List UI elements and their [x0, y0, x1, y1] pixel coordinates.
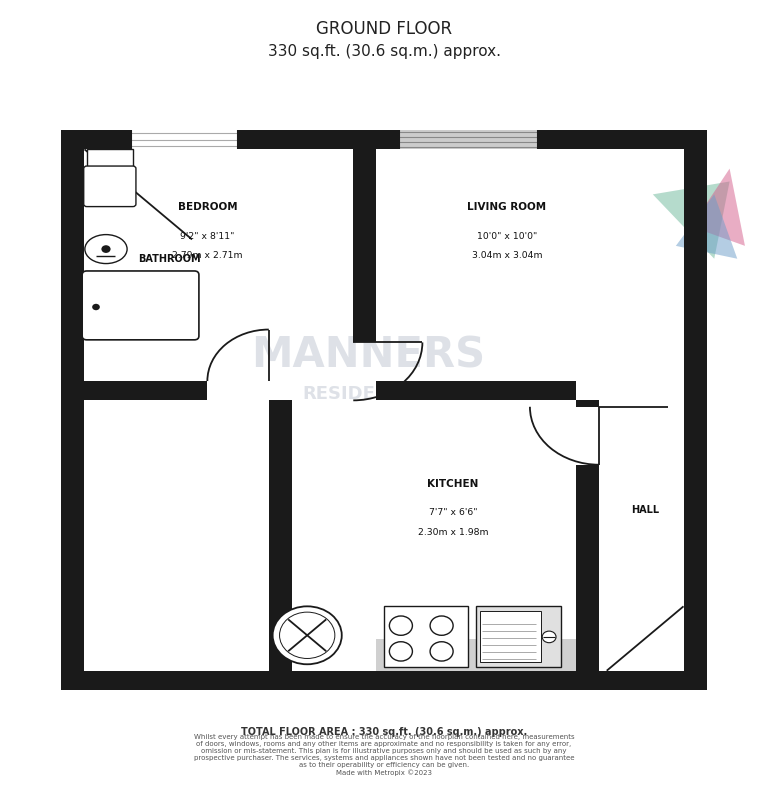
Polygon shape — [676, 195, 737, 259]
Text: 10'0" x 10'0": 10'0" x 10'0" — [477, 232, 537, 241]
Circle shape — [92, 304, 100, 310]
Text: MANNERS: MANNERS — [252, 334, 485, 376]
Circle shape — [430, 642, 453, 661]
Bar — [376, 381, 576, 400]
Bar — [61, 130, 84, 690]
FancyBboxPatch shape — [84, 166, 136, 206]
Polygon shape — [691, 169, 745, 246]
Text: HALL: HALL — [631, 505, 659, 515]
Bar — [576, 407, 599, 465]
Bar — [376, 638, 576, 670]
Text: BATHROOM: BATHROOM — [137, 254, 200, 264]
Bar — [353, 149, 376, 342]
Bar — [269, 400, 292, 670]
Text: BEDROOM: BEDROOM — [177, 203, 237, 212]
Text: LIVING ROOM: LIVING ROOM — [467, 203, 547, 212]
Text: KITCHEN: KITCHEN — [428, 479, 478, 489]
Text: 2.30m x 1.98m: 2.30m x 1.98m — [418, 528, 488, 537]
Circle shape — [389, 616, 412, 635]
Text: 3.04m x 3.04m: 3.04m x 3.04m — [472, 251, 542, 260]
Text: 9'2" x 8'11": 9'2" x 8'11" — [180, 232, 234, 241]
Text: Whilst every attempt has been made to ensure the accuracy of the floorplan conta: Whilst every attempt has been made to en… — [194, 734, 574, 776]
Text: GROUND FLOOR: GROUND FLOOR — [316, 20, 452, 38]
Bar — [399, 130, 538, 149]
Bar — [353, 149, 376, 342]
Text: RESIDENTIAL: RESIDENTIAL — [303, 385, 435, 403]
Circle shape — [389, 642, 412, 661]
Bar — [87, 149, 133, 169]
Text: 330 sq.ft. (30.6 sq.m.) approx.: 330 sq.ft. (30.6 sq.m.) approx. — [267, 43, 501, 59]
Circle shape — [542, 631, 556, 643]
Bar — [131, 130, 238, 149]
Bar — [576, 400, 599, 670]
Polygon shape — [653, 181, 730, 259]
Circle shape — [280, 612, 335, 659]
Circle shape — [273, 606, 342, 664]
Bar — [61, 670, 707, 690]
Text: 2.79m x 2.71m: 2.79m x 2.71m — [172, 251, 243, 260]
Text: 7'7" x 6'6": 7'7" x 6'6" — [429, 509, 478, 517]
Circle shape — [101, 245, 111, 253]
Ellipse shape — [84, 235, 127, 264]
Bar — [684, 130, 707, 690]
Bar — [480, 611, 541, 663]
Text: TOTAL FLOOR AREA : 330 sq.ft. (30.6 sq.m.) approx.: TOTAL FLOOR AREA : 330 sq.ft. (30.6 sq.m… — [241, 727, 527, 736]
Bar — [384, 606, 468, 667]
Bar — [84, 381, 269, 400]
Circle shape — [430, 616, 453, 635]
Bar — [61, 130, 707, 149]
Bar — [207, 381, 269, 400]
FancyBboxPatch shape — [82, 271, 199, 340]
Bar — [476, 606, 561, 667]
